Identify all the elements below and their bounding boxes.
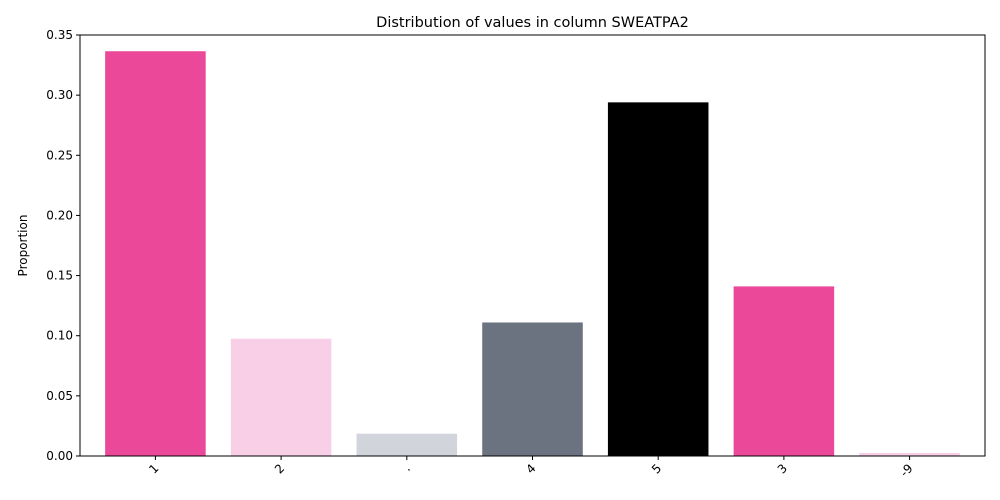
x-tick-label: .	[400, 461, 413, 474]
x-tick-label: 2	[272, 461, 287, 476]
bars-group	[105, 51, 960, 457]
y-tick-label: 0.35	[46, 28, 73, 42]
x-tick-label: -9	[897, 461, 915, 479]
chart-title: Distribution of values in column SWEATPA…	[376, 15, 689, 31]
y-tick-label: 0.15	[46, 269, 73, 283]
plot-frame	[79, 34, 986, 457]
x-tick-label: 3	[775, 461, 790, 476]
y-axis-label: Proportion	[16, 215, 30, 277]
y-tick-label: 0.25	[46, 148, 73, 162]
y-axis-ticks: 0.00 0.05 0.10 0.15 0.20 0.25 0.30 0.35	[46, 28, 80, 463]
y-tick-label: 0.05	[46, 389, 73, 403]
bar-6	[859, 452, 960, 456]
x-axis-ticks: 1 2. 4 5 3 -9	[146, 456, 916, 480]
bar-5	[733, 286, 835, 456]
y-tick-label: 0.30	[46, 88, 73, 102]
x-tick-label: 1	[146, 461, 161, 476]
x-tick-label: 5	[649, 461, 664, 476]
bar-0	[105, 51, 206, 456]
x-tick-label: 4	[523, 461, 538, 476]
y-tick-label: 0.10	[46, 329, 73, 343]
bar-3	[482, 322, 583, 456]
bar-1	[230, 338, 332, 456]
y-tick-label: 0.20	[46, 208, 73, 222]
bar-2	[356, 433, 458, 456]
y-tick-label: 0.00	[46, 449, 73, 463]
bar-4	[607, 102, 709, 457]
